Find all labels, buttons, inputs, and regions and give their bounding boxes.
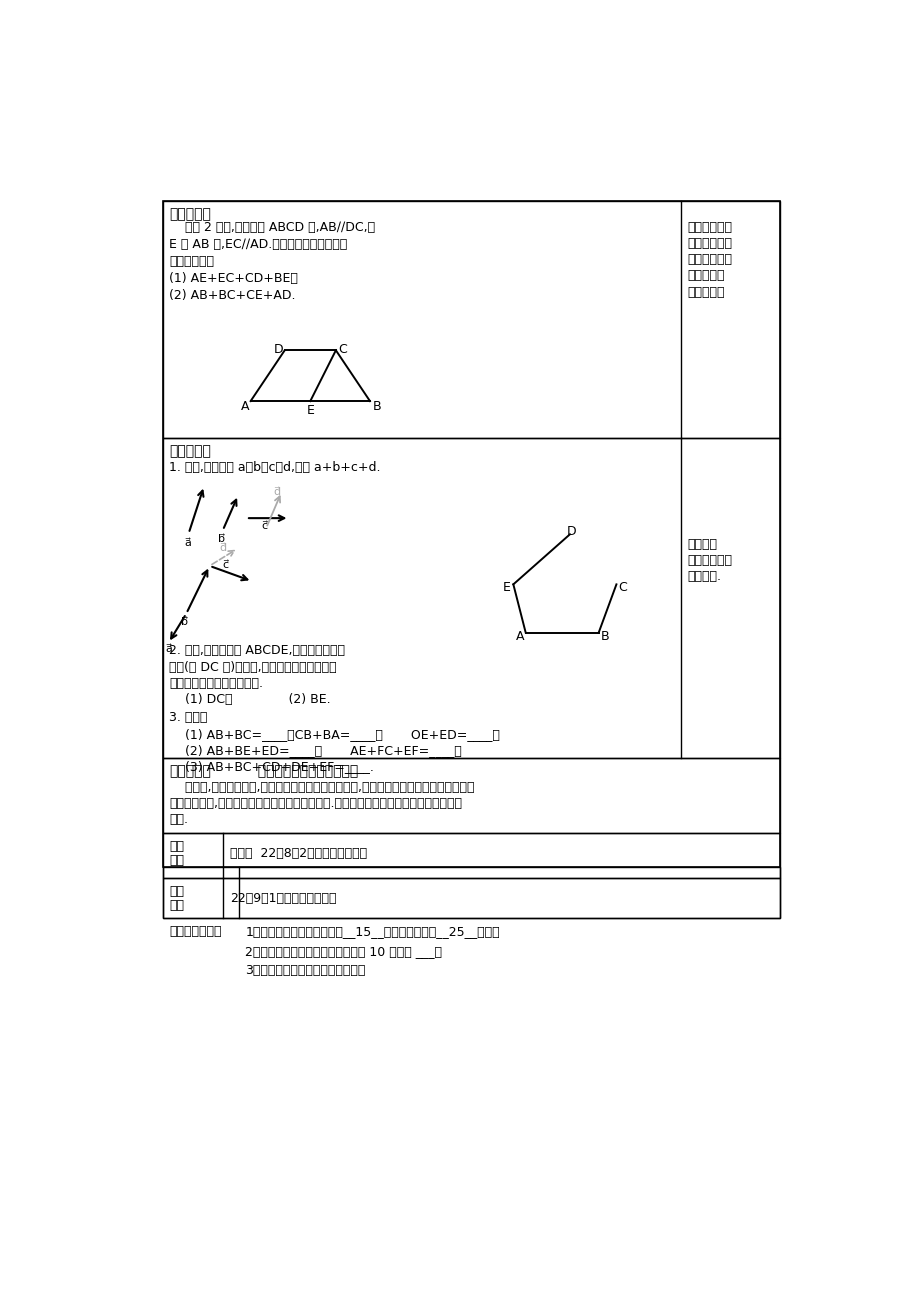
Text: B: B [600,630,609,643]
Text: b⃗: b⃗ [218,534,225,543]
Text: 边形法则.: 边形法则. [686,570,720,583]
Text: 定的向量的关系式表示出来.: 定的向量的关系式表示出来. [169,677,263,690]
Text: 量的和向量：: 量的和向量： [169,255,214,268]
Text: 作业: 作业 [169,854,184,867]
Text: 教学后记与反思: 教学后记与反思 [169,926,221,939]
Text: A: A [240,400,249,413]
Text: E: E [502,581,510,594]
Bar [163,201,779,437]
Text: (1) DC；              (2) BE.: (1) DC； (2) BE. [169,693,331,706]
Text: 课内练习：: 课内练习： [169,444,210,458]
Text: (1) AB+BC=____，CB+BA=____，       OE+ED=____；: (1) AB+BC=____，CB+BA=____， OE+ED=____； [169,728,500,741]
Text: 法则.: 法则. [169,812,188,825]
Text: 课堂小结：: 课堂小结： [169,764,210,777]
Text: 例题 2 如图,已知梯形 ABCD 中,AB∕∕DC,点: 例题 2 如图,已知梯形 ABCD 中,AB∕∕DC,点 [169,221,375,234]
Text: E 在 AB 上,EC∕∕AD.在图中指出下列几个向: E 在 AB 上,EC∕∕AD.在图中指出下列几个向 [169,238,347,251]
Text: c⃗: c⃗ [261,521,267,531]
Text: 则。板书。: 则。板书。 [686,285,723,298]
Text: 巩固掌握: 巩固掌握 [686,538,716,551]
Text: C: C [338,342,346,355]
Text: 22．9（1）平面向量的减法: 22．9（1）平面向量的减法 [230,892,335,905]
Text: (2) AB+BE+ED=____，       AE+FC+EF=____；: (2) AB+BE+ED=____， AE+FC+EF=____； [169,743,461,756]
Text: 几个向量相加的多边形法则: 几个向量相加的多边形法则 [214,764,358,777]
Text: 3、本课成功与不足及其改进措施：: 3、本课成功与不足及其改进措施： [245,963,365,976]
Text: 的多边形法: 的多边形法 [686,270,723,283]
Text: (3) AB+BC+CD+DE+EF=____.: (3) AB+BC+CD+DE+EF=____. [169,760,374,773]
Text: 的起点为起点,最后一个向量的终点为终点的向量.这样的规定叫做几个向量相加的多边形: 的起点为起点,最后一个向量的终点为终点的向量.这样的规定叫做几个向量相加的多边形 [169,797,461,810]
Text: 1. 如图,已知向量 a、b、c、d,求作 a+b+c+d.: 1. 如图,已知向量 a、b、c、d,求作 a+b+c+d. [169,461,380,474]
Text: a⃗: a⃗ [165,644,172,655]
Text: 的解答，引出: 的解答，引出 [686,237,732,250]
Text: b⃗: b⃗ [181,617,187,628]
Text: 1、课堂时间消耗：教师活动__15__分钟；学生活动__25__分钟）: 1、课堂时间消耗：教师活动__15__分钟；学生活动__25__分钟） [245,926,499,939]
Text: (1) AE+EC+CD+BE；: (1) AE+EC+CD+BE； [169,272,298,285]
Bar [163,867,779,918]
Text: 2、本课时实际教学效果自评（满分 10 分）： ___分: 2、本课时实际教学效果自评（满分 10 分）： ___分 [245,945,442,958]
Bar [163,201,779,867]
Text: d⃗: d⃗ [274,487,280,497]
Text: D: D [566,525,576,538]
Bar [163,437,779,758]
Text: 练习册  22．8（2）平面向量的加法: 练习册 22．8（2）平面向量的加法 [230,846,367,859]
Bar [163,878,779,918]
Text: E: E [307,404,314,417]
Text: 2. 如图,已知五边形 ABCDE,适当选用它的几: 2. 如图,已知五边形 ABCDE,适当选用它的几 [169,644,345,658]
Text: 通过对前几题: 通过对前几题 [686,221,732,234]
Text: 课外: 课外 [169,840,184,853]
Text: D: D [274,342,283,355]
Text: 一般地,几个向量相加,可把这几个向量顺次首尾相接,那么它们的和向量是以第一个向量: 一般地,几个向量相加,可把这几个向量顺次首尾相接,那么它们的和向量是以第一个向量 [169,781,474,794]
Text: a⃗: a⃗ [184,538,190,548]
Text: 新课探索四: 新课探索四 [169,207,210,221]
Text: d⃗: d⃗ [220,543,226,553]
Text: C: C [618,581,627,594]
Text: 3. 填空：: 3. 填空： [169,711,208,724]
Bar [163,758,779,833]
Text: 要求: 要求 [169,898,184,911]
Text: 预习: 预习 [169,884,184,897]
Text: (2) AB+BC+CE+AD.: (2) AB+BC+CE+AD. [169,289,295,302]
Text: A: A [516,630,524,643]
Bar [163,833,779,878]
Text: 条边(除 DC 外)作向量,把下列向量分别用所选: 条边(除 DC 外)作向量,把下列向量分别用所选 [169,660,336,673]
Text: B: B [372,400,380,413]
Text: 几个向量相加: 几个向量相加 [686,254,732,267]
Text: c⃗: c⃗ [222,560,229,570]
Text: 向量加法的多: 向量加法的多 [686,555,732,568]
